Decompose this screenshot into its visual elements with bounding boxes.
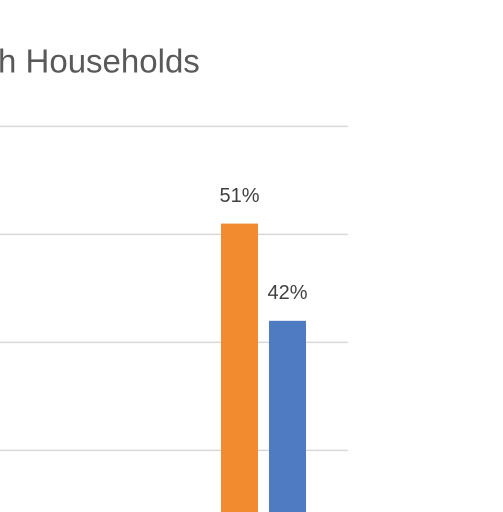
data-label: 42%	[267, 282, 307, 304]
bar	[269, 320, 306, 512]
chart-title: h Households	[0, 43, 200, 80]
bar	[221, 223, 258, 512]
data-label: 51%	[219, 185, 259, 207]
